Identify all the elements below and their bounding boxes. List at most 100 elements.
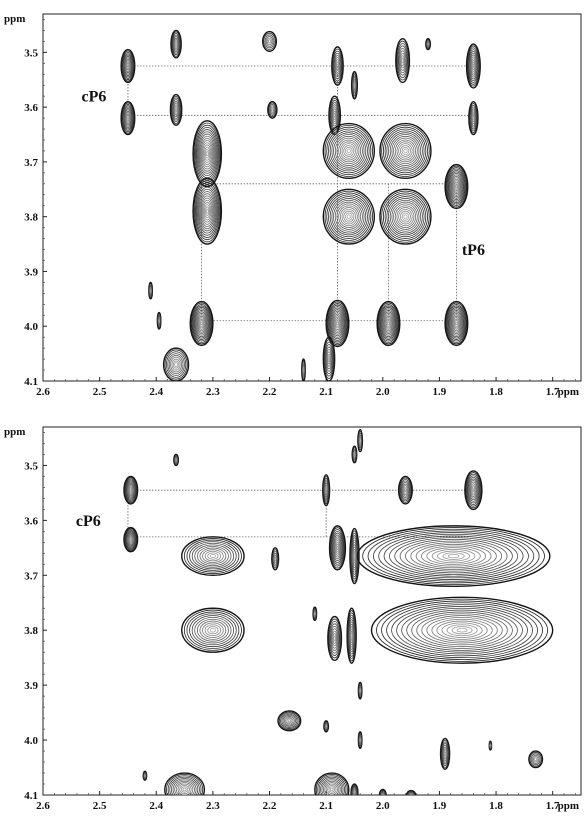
x-tick-label: 2.6 — [36, 386, 50, 398]
cross-peak — [181, 536, 245, 576]
peak-group-label-cp6: cP6 — [76, 513, 101, 530]
cross-peak — [376, 300, 401, 347]
contour-layer — [123, 429, 554, 795]
peak-group-label-cp6: cP6 — [82, 89, 107, 106]
x-tick-label: 1.9 — [433, 386, 447, 398]
cross-peak — [271, 547, 280, 571]
cross-peak — [267, 100, 278, 119]
cross-peak — [192, 177, 223, 245]
x-tick-label: 2.0 — [376, 386, 390, 398]
x-tick-label: 1.7 — [546, 800, 560, 812]
y-tick-label: 4.0 — [24, 735, 38, 747]
cross-peak — [277, 710, 302, 732]
x-tick-label: 2.2 — [263, 800, 277, 812]
cross-peak — [189, 300, 214, 347]
y-axis-label: ppm — [4, 426, 25, 438]
cross-peak — [327, 615, 343, 662]
bottom-spectrum-panel: 2.6 2.5 2.4 2.3 2.2 2.1 2.0 1.9 1.8 1.7ppm3.53.63… — [4, 426, 582, 812]
cross-peak — [444, 163, 469, 210]
cross-peak — [173, 453, 180, 467]
cross-peak — [123, 526, 139, 553]
cross-peak — [262, 30, 278, 52]
cross-peak — [142, 770, 148, 781]
cross-peak — [488, 740, 493, 751]
x-tick-label: 2.4 — [149, 386, 163, 398]
cross-peak — [325, 299, 350, 348]
cross-peak — [322, 122, 375, 180]
y-tick-label: 3.6 — [24, 102, 38, 114]
cross-peak — [378, 788, 387, 795]
cross-peak — [331, 46, 344, 86]
cross-peak — [123, 475, 139, 505]
cross-peak — [314, 772, 350, 795]
x-tick-label: 2.1 — [319, 386, 333, 398]
cross-peak — [164, 772, 206, 795]
y-tick-label: 3.7 — [24, 570, 38, 582]
x-tick-label: 2.5 — [93, 386, 107, 398]
y-tick-label: 3.7 — [24, 157, 38, 169]
cross-peak — [405, 789, 417, 795]
cross-peak — [444, 300, 469, 347]
cross-peak — [346, 607, 357, 664]
x-tick-label: 2.3 — [206, 800, 220, 812]
x-tick-label: 1.9 — [433, 800, 447, 812]
cross-peak — [322, 188, 375, 245]
cross-peak — [528, 750, 544, 769]
cross-peak — [322, 336, 336, 381]
cross-peak — [170, 29, 182, 59]
cross-peak — [301, 358, 306, 381]
y-tick-label: 4.1 — [24, 790, 38, 802]
cross-peak — [192, 120, 223, 188]
y-tick-label: 3.9 — [24, 680, 38, 692]
y-tick-label: 4.1 — [24, 376, 38, 388]
y-tick-label: 3.9 — [24, 266, 38, 278]
cross-peak — [397, 475, 413, 505]
cross-peak — [425, 37, 432, 51]
x-tick-label: 1.8 — [489, 386, 503, 398]
cross-peak — [395, 37, 411, 84]
y-axis-label: ppm — [4, 13, 25, 25]
y-tick-label: 3.8 — [24, 212, 38, 224]
x-tick-label: 1.7 — [546, 386, 560, 398]
cross-peak — [120, 100, 136, 136]
x-tick-label: 2.4 — [149, 800, 163, 812]
cross-peak — [465, 43, 481, 89]
peak-group-label-tp6: tP6 — [462, 242, 485, 259]
x-tick-label: 2.5 — [93, 800, 107, 812]
y-tick-label: 3.8 — [24, 625, 38, 637]
plot-frame — [42, 13, 582, 382]
cross-peak — [350, 783, 359, 795]
cross-peak — [351, 445, 358, 464]
y-tick-label: 4.0 — [24, 321, 38, 333]
cross-peak — [169, 93, 183, 126]
cross-peak — [468, 100, 479, 136]
cross-peak — [312, 606, 318, 622]
cross-peak — [357, 429, 364, 453]
contour-layer — [120, 29, 481, 381]
x-tick-label: 2.2 — [263, 386, 277, 398]
cross-peak — [379, 122, 432, 180]
cross-peak — [120, 48, 136, 84]
cross-peak — [439, 737, 451, 770]
cross-peak — [328, 525, 347, 571]
x-tick-label: 2.1 — [319, 800, 333, 812]
y-tick-label: 3.5 — [24, 460, 38, 472]
cross-peak — [181, 607, 245, 653]
x-tick-label: 1.8 — [489, 800, 503, 812]
y-tick-label: 3.6 — [24, 515, 38, 527]
cross-peak — [370, 596, 554, 664]
cross-peak — [357, 681, 363, 700]
cross-peak — [148, 281, 153, 300]
cross-peak — [156, 311, 162, 330]
cross-peak — [379, 188, 432, 245]
cross-peak — [323, 720, 330, 733]
x-axis-label: ppm — [558, 800, 579, 812]
cross-peak — [349, 527, 360, 585]
cross-peak — [162, 347, 190, 381]
cross-peak — [356, 525, 551, 587]
x-tick-label: 2.0 — [376, 800, 390, 812]
plot-frame — [42, 426, 582, 796]
cross-peak — [357, 731, 363, 750]
x-tick-label: 2.3 — [206, 386, 220, 398]
